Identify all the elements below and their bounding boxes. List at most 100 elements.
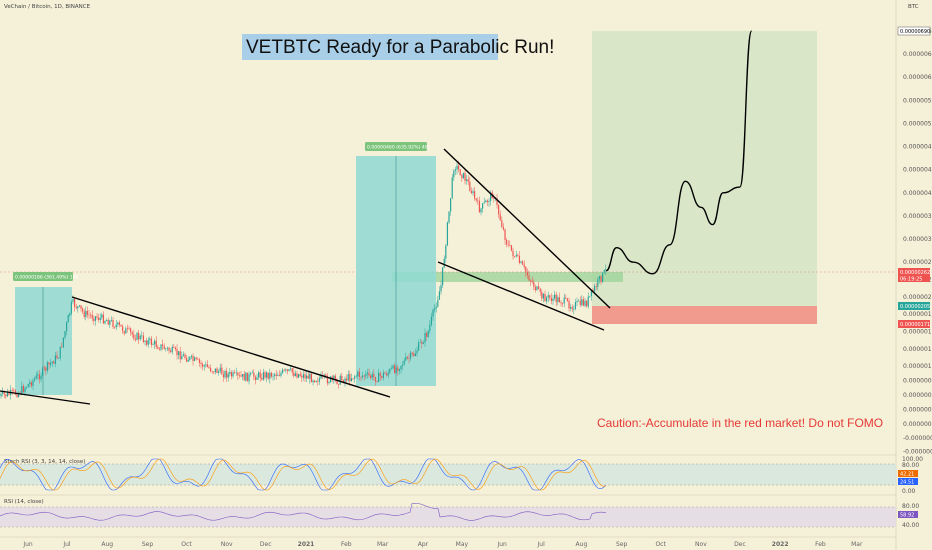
candle-body [365,374,367,377]
candle-body [461,175,463,179]
x-tick-label: Jul [62,541,71,548]
candle-body [440,285,442,292]
candle-body [544,293,546,302]
candle-body [477,200,479,201]
candle-body [26,387,28,389]
candle-body [410,352,412,359]
candle-body [565,297,567,299]
candle-body [582,299,585,306]
candle-body [72,298,74,303]
candle-body [278,375,281,376]
entry-price-label: 0.00000205 [900,304,930,310]
candle-body [160,344,162,350]
caution-text: Caution:-Accumulate in the red market! D… [597,416,883,430]
candle-body [466,179,468,181]
candle-body [59,346,61,359]
candle-body [155,340,157,347]
stoch-k-line [0,458,607,491]
candle-body [136,332,138,340]
candle-body [261,377,263,380]
candle-body [286,369,289,371]
candle-body [310,373,313,383]
candle-body [485,200,487,203]
candle-body [493,198,495,199]
x-tick-label: Oct [655,541,666,548]
candle-body [224,371,226,378]
candle-body [61,346,63,348]
candle-body [296,373,298,378]
currency-label: BTC [908,4,919,10]
candle-body [66,322,68,332]
candle-body [539,288,541,292]
candle-body [435,306,437,309]
candle-body [515,255,517,257]
profit-zone [592,31,817,306]
candle-body [213,371,215,373]
candle-body [0,393,2,397]
candle-body [258,372,260,378]
candle-body [422,342,425,344]
candle-body [581,299,583,305]
candle-body [550,298,553,301]
rsi-band [0,507,896,527]
candle-body [459,169,461,176]
candle-body [474,191,476,199]
candle-body [24,388,26,392]
candle-body [240,375,242,377]
candle-body [5,394,7,397]
stoch-tick-80: 80.00 [902,462,919,469]
y-tick-label: 0.00000025 [903,407,932,414]
candle-body [118,322,121,325]
candle-body [45,367,47,371]
candle-body [424,332,426,343]
candle-body [475,198,477,201]
candle-body [195,357,197,359]
candle-body [78,305,81,307]
candle-body [589,295,591,297]
candle-body [522,261,524,265]
candle-body [482,203,484,209]
candle-body [534,286,537,290]
candle-body [411,352,413,354]
candle-body [352,378,354,379]
candle-body [541,291,543,299]
candle-body [299,374,301,376]
candle-body [173,346,175,348]
candle-body [538,286,540,289]
candle-body [421,342,423,344]
candle-body [91,314,93,319]
candle-body [83,311,85,318]
candle-body [101,314,103,318]
x-tick-label: Sep [616,541,628,548]
candle-body [170,350,172,353]
stoch-d-bg [898,478,918,485]
candle-body [318,378,321,382]
x-tick-label: May [456,541,469,548]
candle-body [178,351,180,356]
candle-body [270,372,273,377]
candle-body [174,347,177,350]
candle-body [210,368,212,372]
candle-body [331,376,333,380]
x-tick-label: Jul [537,541,546,548]
candle-body [525,267,527,273]
y-tick-label: 0.00000440 [903,167,932,174]
stoch-d-label: 24.51 [900,480,914,486]
loss-zone [592,306,817,324]
candle-body [90,314,92,316]
candle-body [584,300,586,306]
candle-body [430,316,433,325]
candle-body [50,363,52,365]
candle-body [259,372,261,378]
y-tick-label: 0.00000400 [903,190,932,197]
stoch-tick-0: 0.00 [902,488,916,495]
candle-body [302,374,305,378]
candle-body [384,372,386,374]
stoch-label: Stoch RSI (3, 3, 14, 14, close) [4,459,85,465]
candle-body [176,349,178,356]
candle-body [104,320,106,324]
candle-body [557,297,559,302]
candle-body [394,365,396,374]
candle-body [344,378,346,383]
candle-body [347,373,349,381]
